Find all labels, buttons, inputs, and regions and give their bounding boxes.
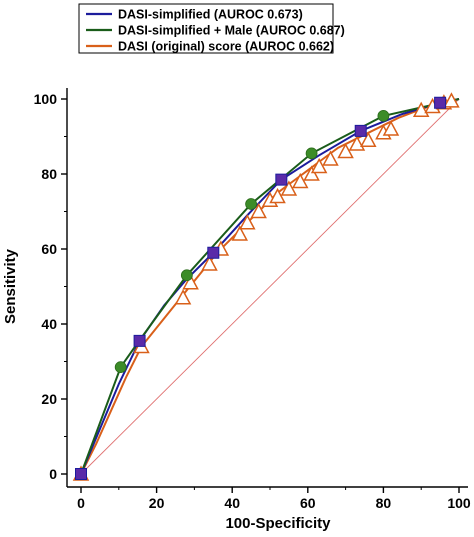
series-2-point	[305, 147, 318, 160]
series-3-point	[174, 289, 192, 305]
y-tick-label: 40	[41, 316, 57, 332]
x-tick-label: 100	[447, 495, 471, 511]
y-tick-label: 80	[41, 166, 57, 182]
series-3-point	[322, 150, 339, 166]
x-tick-label: 60	[300, 495, 316, 511]
series-3-point	[182, 274, 199, 290]
y-tick-label: 0	[49, 466, 57, 482]
x-tick-label: 20	[149, 495, 165, 511]
x-tick-label: 0	[77, 495, 85, 511]
legend-label-2: DASI-simplified + Male (AUROC 0.687)	[118, 24, 345, 38]
y-tick-label: 20	[41, 391, 57, 407]
series-3-point	[303, 165, 320, 181]
series-3-point	[291, 172, 309, 189]
series-1-point	[354, 124, 367, 137]
series-1-point	[75, 468, 87, 480]
series-1-point	[133, 334, 146, 347]
series-3-point	[250, 202, 267, 219]
series-3-point	[348, 135, 366, 151]
series-3-point	[310, 157, 328, 174]
series-3-point	[269, 187, 286, 204]
series-2-point	[245, 198, 258, 210]
x-tick-label: 40	[224, 495, 240, 511]
x-axis-title: 100-Specificity	[225, 515, 331, 532]
legend-label-3: DASI (original) score (AUROC 0.662)	[118, 40, 334, 54]
legend-box	[78, 3, 334, 54]
series-3-point	[337, 142, 354, 159]
y-axis-title: Sensitivity	[2, 248, 19, 324]
legend-label-1: DASI-simplified (AUROC 0.673)	[118, 8, 303, 22]
reference-diagonal	[80, 98, 460, 475]
series-3-point	[280, 180, 298, 196]
series-1-point	[434, 96, 447, 109]
y-tick-label: 60	[41, 241, 57, 257]
series-2-point	[377, 109, 390, 122]
series-3-point	[239, 214, 256, 230]
series-2-point	[180, 269, 193, 282]
series-3-point	[360, 131, 377, 147]
series-3-point	[201, 255, 218, 271]
series-3-point	[382, 120, 400, 136]
legend: DASI-simplified (AUROC 0.673) DASI-simpli…	[78, 3, 345, 54]
series-3-point	[443, 92, 460, 108]
series-3-point	[231, 225, 249, 241]
series-line-1	[80, 98, 460, 475]
series-2-point	[114, 361, 127, 374]
x-tick-label: 80	[376, 495, 392, 511]
y-tick-label: 100	[34, 91, 58, 107]
series-1-point	[275, 173, 288, 186]
series-1-point	[207, 246, 220, 259]
plot-area: 0 20 40 60 80 100 0 20 40 60 80 100 100-Specificity S…	[2, 88, 471, 532]
